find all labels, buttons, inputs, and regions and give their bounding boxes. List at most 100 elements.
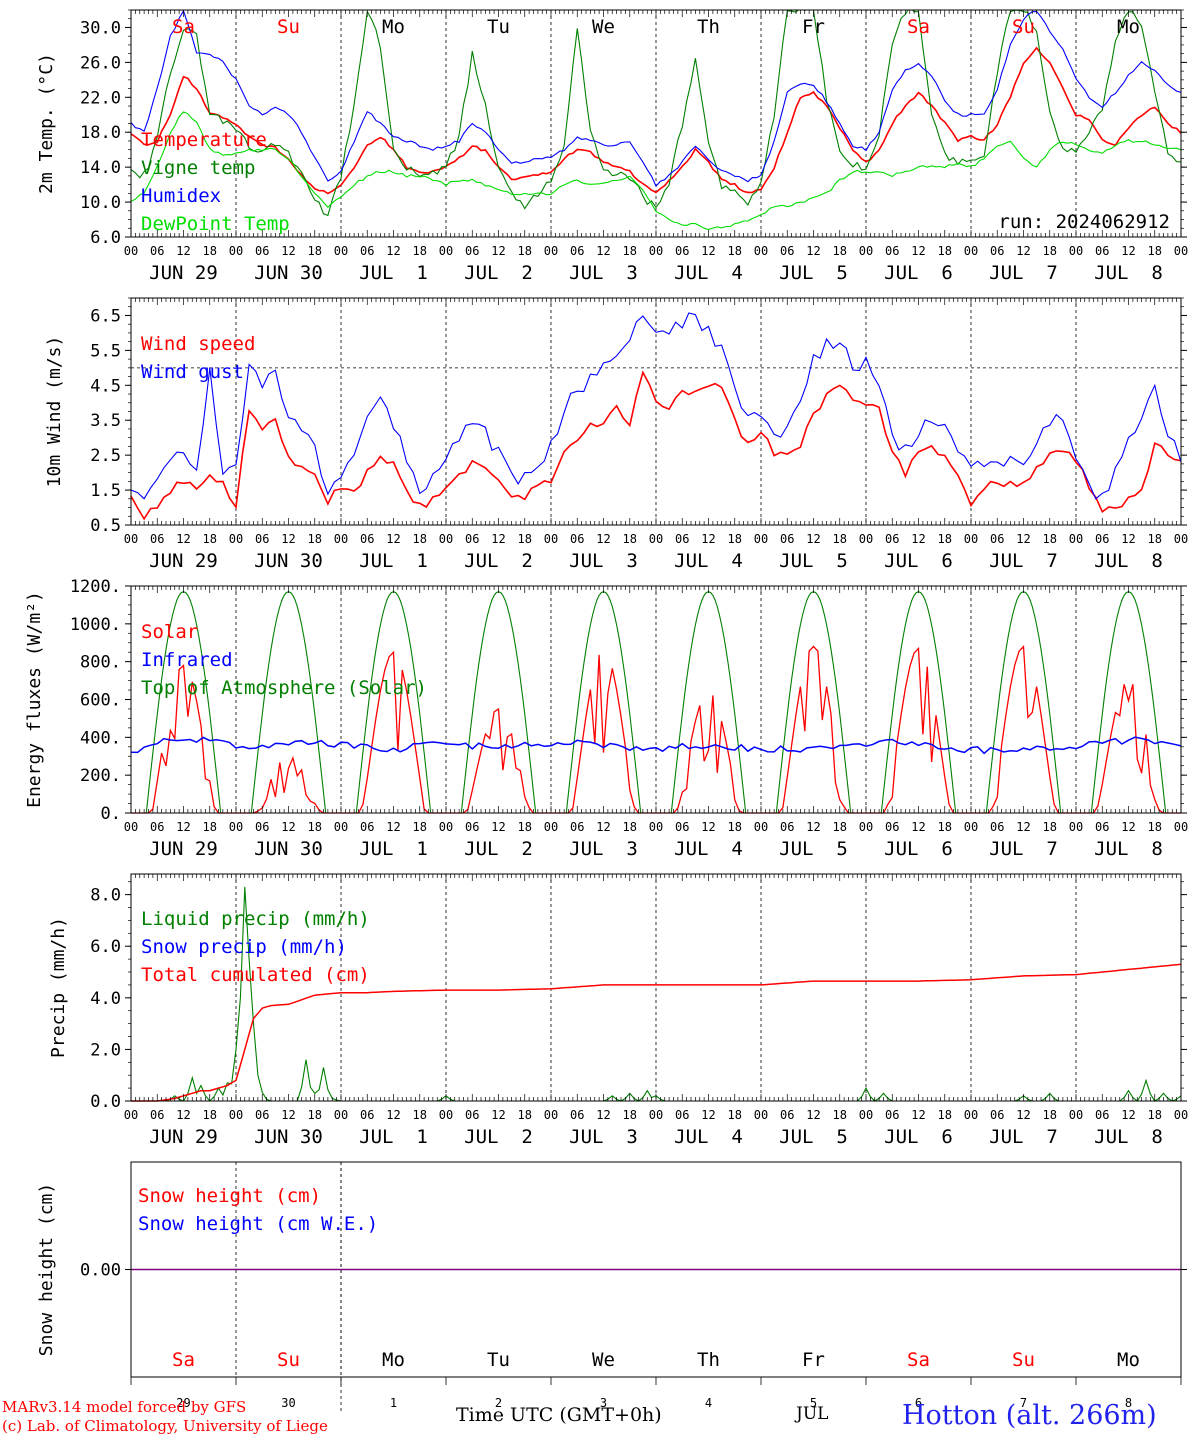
hour-tick-label: 06 bbox=[255, 820, 269, 834]
hour-tick-label: 00 bbox=[544, 820, 558, 834]
legend-entry: Solar bbox=[141, 621, 198, 643]
hour-tick-label: 12 bbox=[911, 532, 925, 546]
legend-entry: Wind gust bbox=[141, 361, 244, 383]
hour-tick-label: 06 bbox=[570, 820, 584, 834]
lab-credit: (c) Lab. of Climatology, University of L… bbox=[2, 1417, 328, 1435]
hour-tick-label: 18 bbox=[833, 244, 847, 258]
y-tick-label: 2.5 bbox=[90, 446, 121, 466]
hour-tick-label: 18 bbox=[1043, 820, 1057, 834]
y-tick-label: 3.5 bbox=[90, 411, 121, 431]
hour-tick-label: 00 bbox=[439, 532, 453, 546]
hour-tick-label: 12 bbox=[386, 820, 400, 834]
weekday-label: Su bbox=[1012, 16, 1035, 38]
hour-tick-label: 12 bbox=[701, 532, 715, 546]
hour-tick-label: 12 bbox=[491, 820, 505, 834]
legend-entry: Liquid precip (mm/h) bbox=[141, 908, 370, 930]
hour-tick-label: 12 bbox=[1016, 244, 1030, 258]
date-label: JUL 3 bbox=[569, 838, 638, 860]
hour-tick-label: 18 bbox=[833, 820, 847, 834]
hour-tick-label: 00 bbox=[1069, 820, 1083, 834]
hour-tick-label: 12 bbox=[491, 244, 505, 258]
hour-tick-label: 18 bbox=[413, 244, 427, 258]
weekday-label: We bbox=[592, 16, 615, 38]
hour-tick-label: 06 bbox=[675, 244, 689, 258]
hour-tick-label: 12 bbox=[911, 1108, 925, 1122]
weekday-label: Sa bbox=[172, 16, 195, 38]
legend-entry: Infrared bbox=[141, 649, 233, 671]
date-label: JUL 8 bbox=[1094, 838, 1163, 860]
date-label: JUN 30 bbox=[254, 262, 323, 284]
hour-tick-label: 00 bbox=[229, 820, 243, 834]
hour-tick-label: 06 bbox=[885, 532, 899, 546]
hour-tick-label: 06 bbox=[675, 1108, 689, 1122]
day-number-label: 6 bbox=[915, 1396, 922, 1410]
x-axis-title: Time UTC (GMT+0h) bbox=[456, 1404, 662, 1426]
date-label: JUL 3 bbox=[569, 550, 638, 572]
hour-tick-label: 12 bbox=[491, 532, 505, 546]
hour-tick-label: 00 bbox=[439, 820, 453, 834]
month-label: JUL bbox=[796, 1404, 829, 1424]
hour-tick-label: 12 bbox=[596, 532, 610, 546]
hour-tick-label: 12 bbox=[806, 532, 820, 546]
model-name: MARv3.14 model forced by GFS bbox=[2, 1398, 247, 1416]
hour-tick-label: 00 bbox=[124, 244, 138, 258]
weekday-label: Fr bbox=[802, 16, 825, 38]
day-number-label: 1 bbox=[390, 1396, 397, 1410]
weekday-label: We bbox=[592, 1349, 615, 1371]
hour-tick-label: 12 bbox=[176, 820, 190, 834]
date-label: JUL 7 bbox=[989, 1126, 1058, 1148]
y-tick-label: 22.0 bbox=[80, 88, 121, 108]
hour-tick-label: 18 bbox=[1043, 532, 1057, 546]
y-tick-label: 6.0 bbox=[90, 937, 121, 957]
series-wind-gust bbox=[131, 312, 1181, 500]
hour-tick-label: 00 bbox=[544, 1108, 558, 1122]
hour-tick-label: 00 bbox=[1174, 1108, 1188, 1122]
hour-tick-label: 00 bbox=[754, 244, 768, 258]
hour-tick-label: 06 bbox=[255, 244, 269, 258]
y-tick-label: 1000. bbox=[70, 615, 121, 635]
hour-tick-label: 06 bbox=[150, 532, 164, 546]
date-label: JUN 29 bbox=[149, 838, 218, 860]
hour-tick-label: 06 bbox=[360, 532, 374, 546]
hour-tick-label: 06 bbox=[255, 532, 269, 546]
hour-tick-label: 12 bbox=[281, 244, 295, 258]
y-tick-label: 5.5 bbox=[90, 341, 121, 361]
y-tick-label: 8.0 bbox=[90, 886, 121, 906]
hour-tick-label: 18 bbox=[1148, 820, 1162, 834]
hour-tick-label: 06 bbox=[255, 1108, 269, 1122]
hour-tick-label: 00 bbox=[229, 532, 243, 546]
date-label: JUL 4 bbox=[674, 550, 743, 572]
hour-tick-label: 18 bbox=[1148, 244, 1162, 258]
hour-tick-label: 06 bbox=[150, 244, 164, 258]
legend-entry: DewPoint Temp bbox=[141, 213, 290, 235]
model-credit: MARv3.14 model forced by GFS (c) Lab. of… bbox=[2, 1398, 328, 1436]
hour-tick-label: 12 bbox=[491, 1108, 505, 1122]
weekday-label: Sa bbox=[907, 16, 930, 38]
hour-tick-label: 12 bbox=[281, 532, 295, 546]
legend-entry: Vigne temp bbox=[141, 157, 255, 179]
hour-tick-label: 06 bbox=[990, 532, 1004, 546]
hour-tick-label: 18 bbox=[518, 532, 532, 546]
hour-tick-label: 06 bbox=[780, 820, 794, 834]
hour-tick-label: 00 bbox=[439, 244, 453, 258]
hour-tick-label: 06 bbox=[465, 1108, 479, 1122]
date-label: JUN 29 bbox=[149, 262, 218, 284]
weekday-label: Th bbox=[697, 16, 720, 38]
hour-tick-label: 18 bbox=[1148, 532, 1162, 546]
hour-tick-label: 18 bbox=[623, 820, 637, 834]
weekday-label: Sa bbox=[172, 1349, 195, 1371]
y-tick-label: 0.00 bbox=[80, 1261, 121, 1281]
hour-tick-label: 06 bbox=[885, 820, 899, 834]
date-label: JUL 3 bbox=[569, 262, 638, 284]
hour-tick-label: 00 bbox=[1069, 244, 1083, 258]
hour-tick-label: 00 bbox=[859, 532, 873, 546]
hour-tick-label: 06 bbox=[150, 1108, 164, 1122]
date-label: JUL 6 bbox=[884, 838, 953, 860]
series-total-cumulated bbox=[131, 963, 1182, 1102]
hour-tick-label: 06 bbox=[465, 244, 479, 258]
y-axis-title: Snow height (cm) bbox=[36, 1183, 57, 1356]
hour-tick-label: 12 bbox=[911, 820, 925, 834]
y-tick-label: 6.0 bbox=[90, 228, 121, 248]
hour-tick-label: 00 bbox=[334, 820, 348, 834]
day-number-label: 5 bbox=[810, 1396, 817, 1410]
